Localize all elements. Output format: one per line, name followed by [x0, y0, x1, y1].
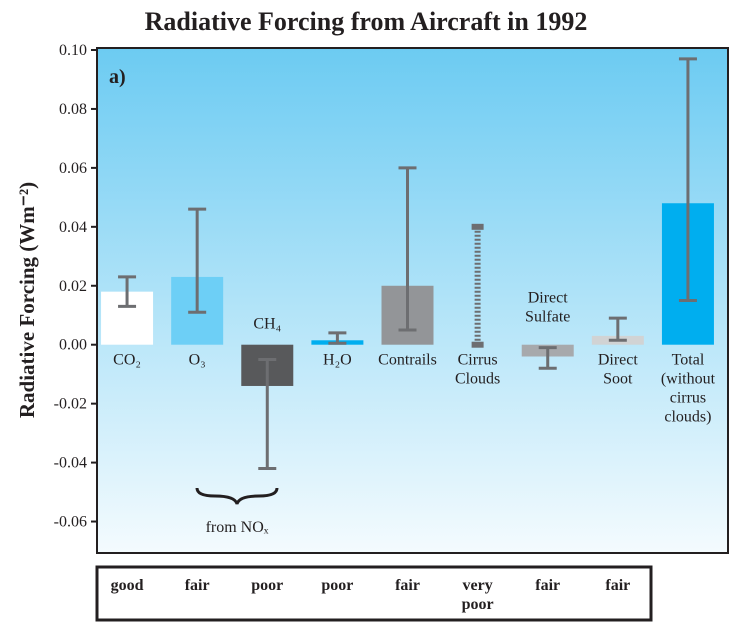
- error-bar: [188, 207, 207, 314]
- error-bar: [328, 331, 347, 345]
- x-tick-label: Total (without cirrus clouds): [661, 352, 716, 426]
- confidence-label: fair: [185, 577, 210, 594]
- x-tick-label: Direct Soot: [598, 352, 639, 388]
- confidence-label: fair: [535, 577, 560, 594]
- brace: [195, 487, 279, 505]
- x-tick-label: CO₂: [113, 352, 141, 369]
- error-bar: [608, 316, 627, 342]
- y-tick-label: 0.00: [59, 337, 87, 354]
- y-tick-label: 0.04: [59, 219, 87, 236]
- y-tick-label: 0.02: [59, 278, 87, 295]
- panel-label: a): [109, 66, 126, 88]
- error-bar: [398, 166, 417, 332]
- x-tick-label: Contrails: [378, 352, 437, 369]
- error-bar: [678, 57, 697, 302]
- x-tick-label: Direct Sulfate: [525, 290, 570, 326]
- confidence-label: very poor: [462, 577, 494, 613]
- confidence-box: [95, 565, 653, 622]
- annotation: from NOₓ: [206, 519, 269, 536]
- chart-title: Radiative Forcing from Aircraft in 1992: [145, 7, 588, 36]
- y-tick-label: 0.08: [59, 101, 87, 118]
- confidence-label: fair: [605, 577, 630, 594]
- y-tick-label: 0.06: [59, 160, 87, 177]
- confidence-label: poor: [321, 577, 353, 594]
- x-tick-label: CH₄: [253, 316, 281, 333]
- error-bar: [258, 357, 277, 470]
- y-tick-label: 0.10: [59, 42, 87, 59]
- x-tick-label: H₂O: [323, 352, 352, 369]
- x-tick-label: O₃: [189, 352, 206, 369]
- y-axis-label: Radiative Forcing (Wm⁻²): [15, 182, 39, 418]
- confidence-label: poor: [251, 577, 283, 594]
- error-bar: [471, 223, 484, 348]
- y-tick-label: -0.04: [54, 455, 87, 472]
- error-bar: [118, 275, 137, 308]
- y-tick-label: -0.02: [54, 396, 87, 413]
- error-bar: [538, 346, 557, 370]
- x-tick-label: Cirrus Clouds: [455, 352, 500, 388]
- confidence-label: good: [111, 577, 144, 594]
- confidence-label: fair: [395, 577, 420, 594]
- y-tick-label: -0.06: [54, 514, 87, 531]
